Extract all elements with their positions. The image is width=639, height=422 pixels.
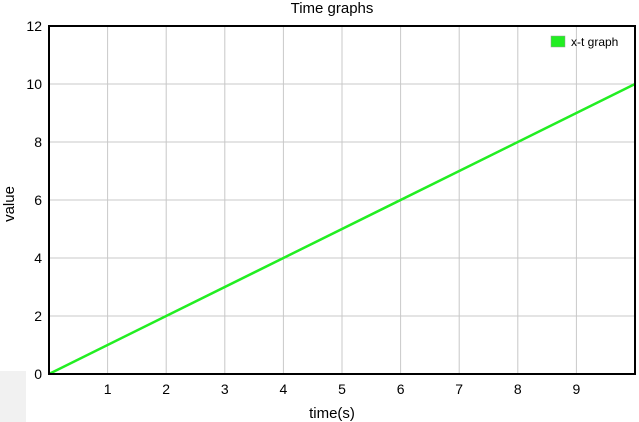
- y-tick-label: 6: [34, 192, 42, 208]
- y-tick-label: 0: [34, 366, 42, 382]
- x-tick-label: 2: [162, 381, 170, 397]
- x-axis-label: time(s): [309, 405, 355, 422]
- series-line: [48, 82, 636, 376]
- x-tick-label: 9: [573, 381, 581, 397]
- x-tick-label: 1: [104, 381, 112, 397]
- y-ticks: 0 2 4 6 8 10 12: [26, 18, 42, 382]
- legend-swatch: [550, 35, 566, 48]
- x-ticks: 1 2 3 4 5 6 7 8 9: [104, 381, 581, 397]
- x-tick-label: 8: [514, 381, 522, 397]
- x-tick-label: 7: [455, 381, 463, 397]
- y-tick-label: 4: [34, 250, 42, 266]
- chart-title: Time graphs: [291, 0, 374, 17]
- y-tick-label: 2: [34, 308, 42, 324]
- x-tick-label: 3: [221, 381, 229, 397]
- side-panel: [0, 371, 26, 422]
- legend-label: x-t graph: [571, 35, 618, 49]
- y-tick-label: 12: [26, 18, 42, 34]
- legend: x-t graph: [550, 35, 618, 49]
- y-tick-label: 8: [34, 134, 42, 150]
- grid: [49, 26, 635, 374]
- x-tick-label: 5: [338, 381, 346, 397]
- y-tick-label: 10: [26, 76, 42, 92]
- plot-frame: [48, 25, 636, 375]
- x-tick-label: 6: [397, 381, 405, 397]
- series-layer: [48, 82, 636, 376]
- y-axis-label: value: [1, 186, 18, 222]
- x-tick-label: 4: [280, 381, 288, 397]
